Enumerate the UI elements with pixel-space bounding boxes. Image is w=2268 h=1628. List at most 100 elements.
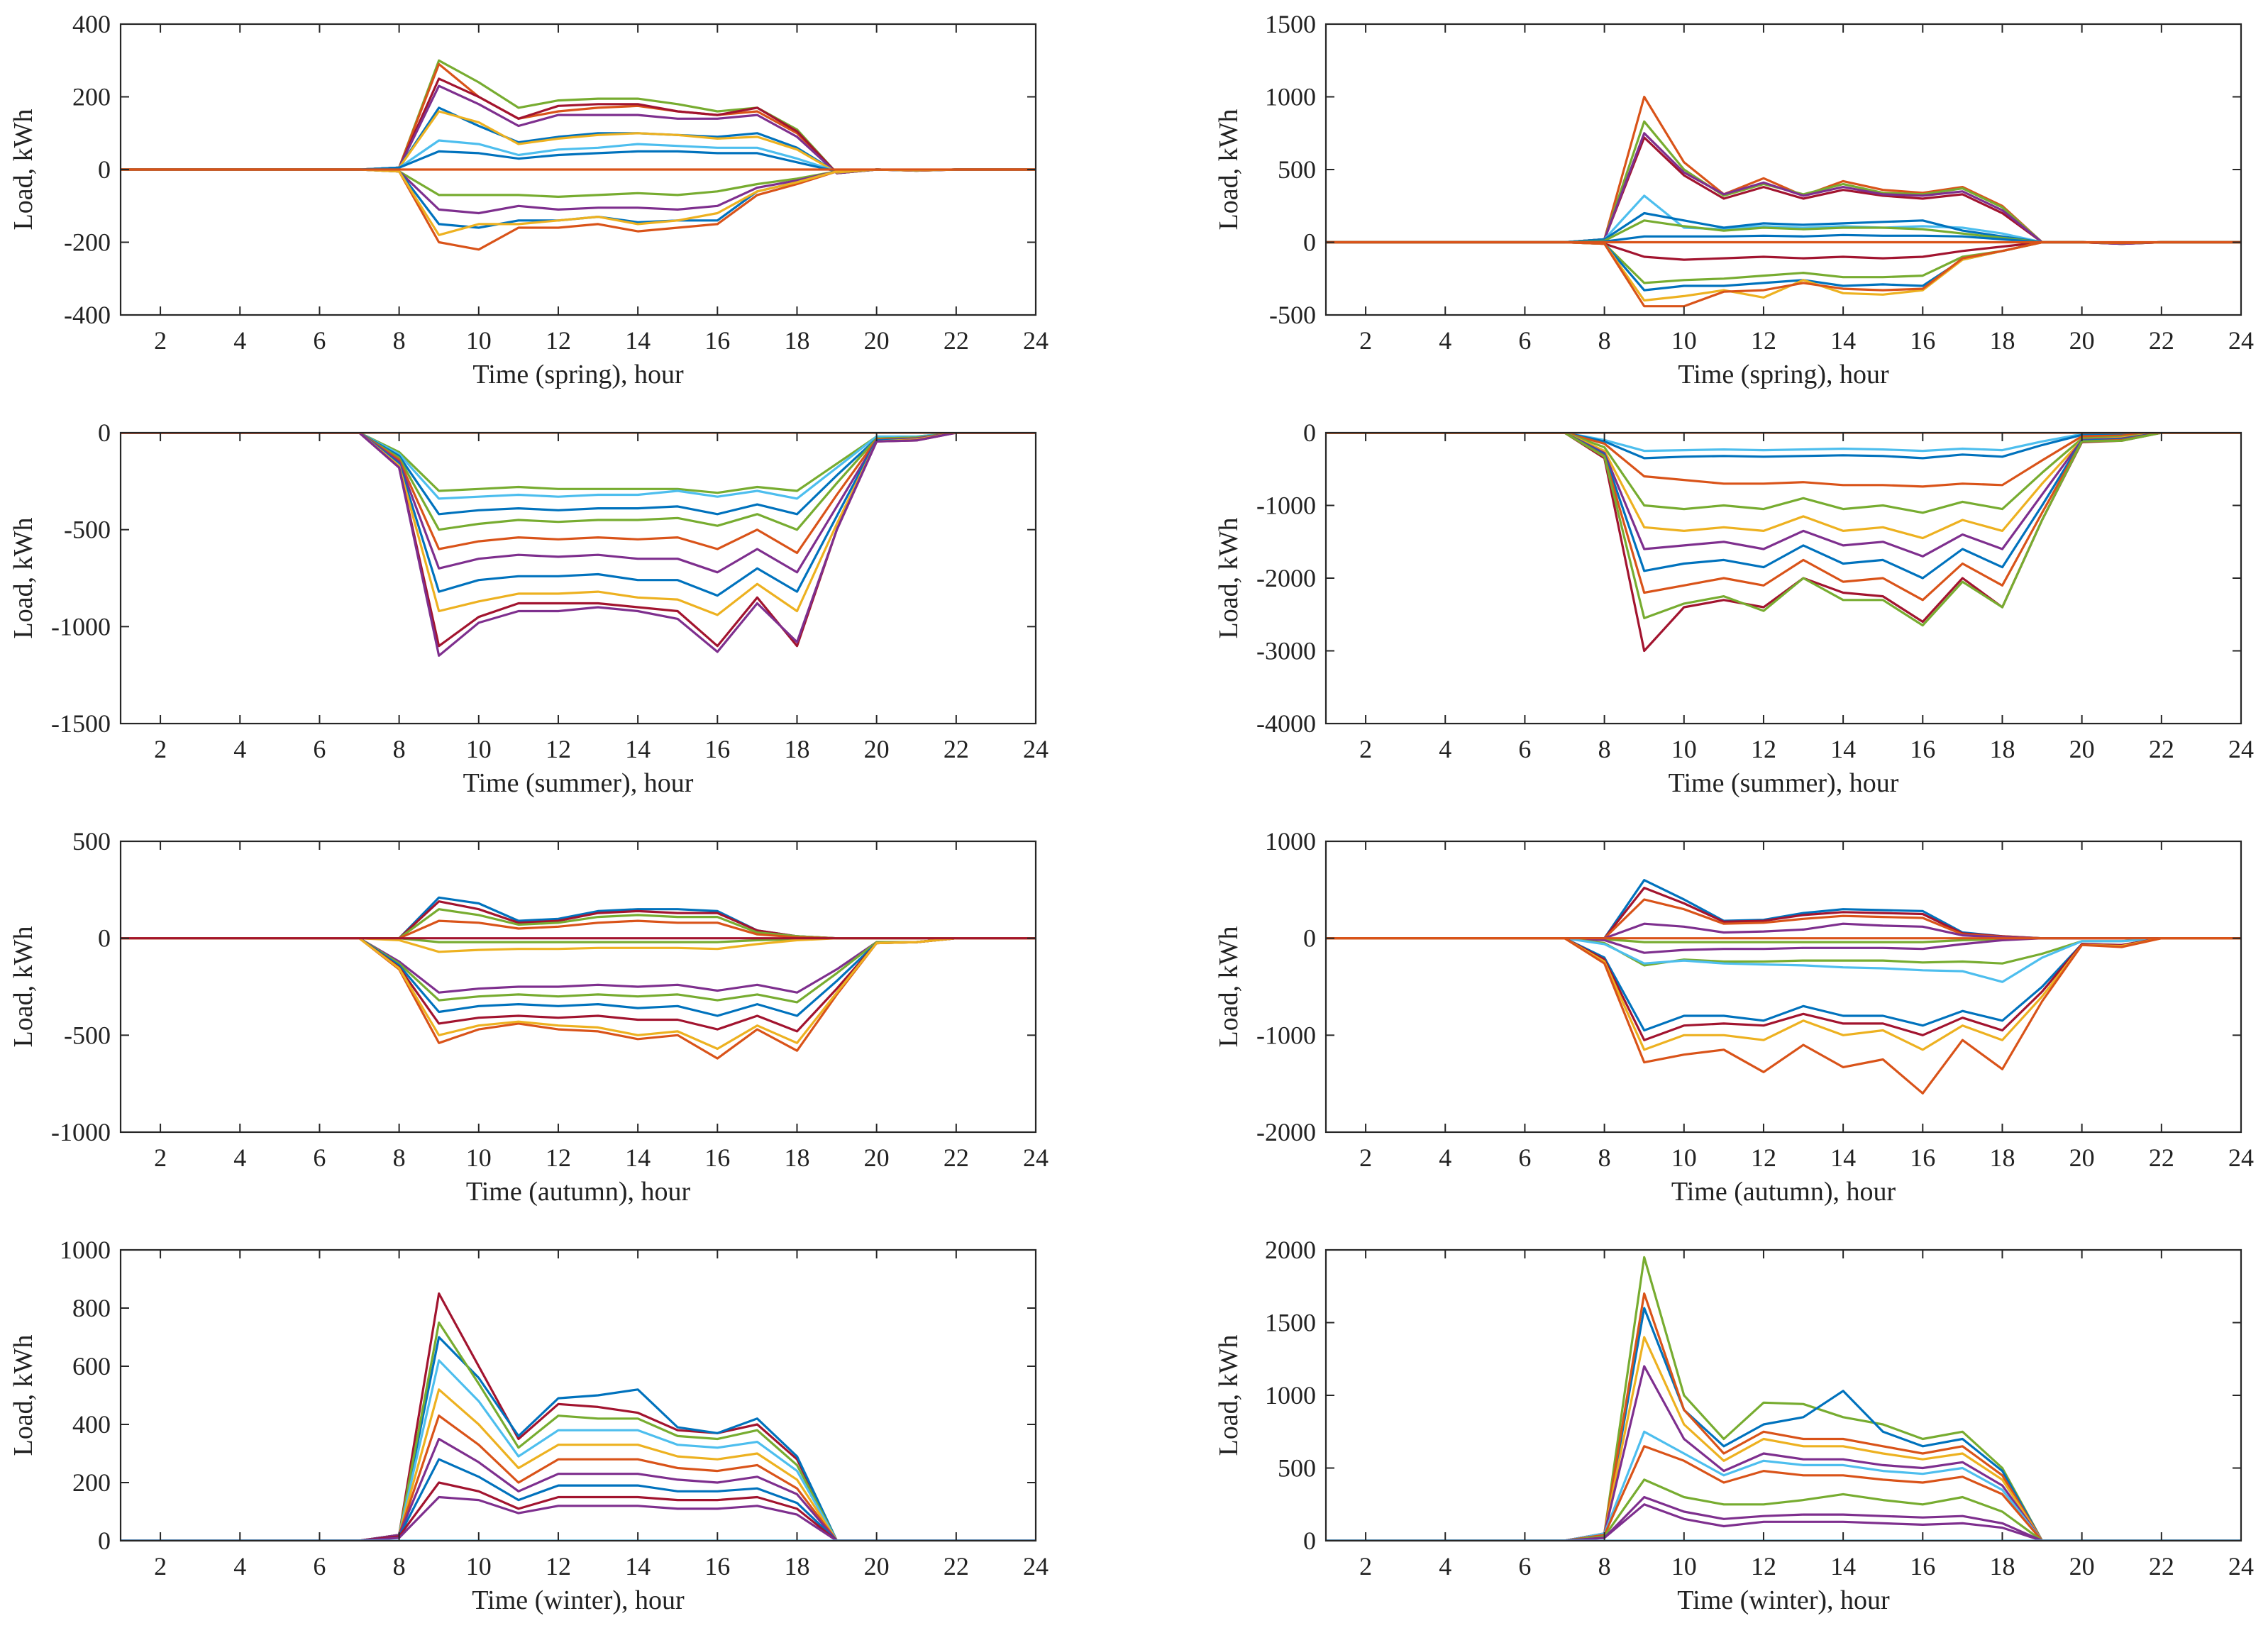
series-line-4 [1326,922,2241,940]
series-line-7 [1326,1445,2241,1541]
x-tick-label: 24 [2228,1144,2254,1172]
series-line-6 [1326,1430,2241,1541]
x-tick-label: 24 [1023,1144,1049,1172]
y-tick-label: -500 [64,1021,111,1049]
y-tick-label: 0 [1303,228,1316,257]
x-tick-label: 16 [704,735,730,763]
x-tick-label: 6 [313,1552,326,1580]
series-line-1 [1326,95,2241,245]
y-tick-label: 0 [98,419,111,447]
series-line-4 [121,1359,1036,1541]
x-tick-label: 14 [625,735,651,763]
y-tick-label: 1000 [1265,827,1316,855]
y-tick-label: -4000 [1256,709,1316,738]
y-tick-label: 0 [1303,1527,1316,1555]
x-tick-label: 8 [393,1144,406,1172]
x-tick-label: 20 [864,326,890,355]
x-tick-label: 18 [1989,735,2015,763]
y-tick-label: -1000 [51,1118,111,1146]
y-axis-label: Load, kWh [9,1335,38,1456]
x-tick-label: 10 [1671,1552,1697,1580]
y-tick-label: -2000 [1256,1118,1316,1146]
x-tick-label: 8 [1598,1144,1611,1172]
x-tick-label: 24 [2228,1552,2254,1580]
series-line-1 [121,1292,1036,1541]
y-tick-label: 500 [1278,155,1316,184]
x-tick-label: 4 [233,735,246,763]
x-tick-label: 6 [313,326,326,355]
x-axis-label: Time (spring), hour [472,360,684,389]
axes-box [1324,1248,2242,1542]
x-tick-label: 4 [233,326,246,355]
series-line-1 [121,59,1036,175]
y-axis-label: Load, kWh [9,109,38,231]
x-axis-label: Time (autumn), hour [466,1177,691,1207]
x-tick-label: 12 [1751,1144,1776,1172]
y-tick-label: 600 [72,1352,111,1380]
series-group [121,896,1036,1060]
x-tick-label: 20 [864,1144,890,1172]
x-tick-label: 24 [1023,1552,1049,1580]
y-tick-label: 0 [98,155,111,184]
x-tick-label: 12 [546,1552,571,1580]
series-line-2 [121,1336,1036,1541]
x-tick-label: 16 [704,1552,730,1580]
series-line-6 [121,937,1036,953]
y-tick-label: 800 [72,1294,111,1322]
x-tick-label: 12 [1751,735,1776,763]
x-tick-label: 2 [154,1552,167,1580]
axes-box [119,431,1037,725]
x-tick-label: 6 [1518,1552,1531,1580]
x-tick-label: 6 [1518,326,1531,355]
series-line-2 [1326,1307,2241,1541]
y-tick-label: 0 [1303,419,1316,447]
x-tick-label: 4 [1439,1144,1451,1172]
x-tick-label: 16 [704,1144,730,1172]
x-tick-label: 8 [1598,735,1611,763]
x-tick-label: 18 [784,1144,809,1172]
x-tick-label: 2 [1359,1552,1372,1580]
series-line-3 [121,433,1036,516]
x-tick-label: 20 [864,1552,890,1580]
x-tick-label: 24 [1023,326,1049,355]
x-tick-label: 12 [546,326,571,355]
series-line-7 [1326,433,2241,580]
x-tick-label: 22 [944,735,969,763]
subplot-1: 2 4 6 8 10 12 14 16 18 20 22 24-400-2000200400Time … [9,10,1049,389]
y-tick-label: 1000 [60,1236,111,1264]
y-tick-label: 2000 [1265,1236,1316,1264]
x-tick-label: 20 [2069,735,2095,763]
subplot-8: 2 4 6 8 10 12 14 16 18 20 22 240500100015002000Time… [1214,1236,2254,1615]
x-tick-label: 6 [313,735,326,763]
axes-box [1324,431,2242,725]
series-line-12 [121,937,1036,1051]
y-tick-label: -1000 [1256,492,1316,520]
series-line-3 [1326,1292,2241,1541]
subplot-7: 2 4 6 8 10 12 14 16 18 20 22 2402004006008001000Tim… [9,1236,1049,1615]
x-tick-label: 6 [1518,1144,1531,1172]
series-line-3 [121,1321,1036,1541]
x-tick-label: 20 [864,735,890,763]
x-tick-label: 2 [1359,1144,1372,1172]
x-tick-label: 14 [1830,1144,1856,1172]
series-line-5 [1326,433,2241,540]
y-tick-label: -1500 [51,709,111,738]
series-line-10 [1326,240,2241,284]
x-axis-label: Time (autumn), hour [1671,1177,1896,1207]
series-group [1326,95,2241,308]
series-group [1326,1256,2241,1541]
x-tick-label: 10 [1671,326,1697,355]
axes-box [119,1248,1037,1542]
x-axis-label: Time (winter), hour [472,1585,685,1615]
series-line-9 [1326,937,2241,1032]
y-tick-label: 0 [98,924,111,953]
series-line-10 [1326,433,2241,627]
series-line-10 [1326,1503,2241,1541]
y-tick-label: -400 [64,301,111,329]
series-line-2 [121,433,1036,500]
x-tick-label: 22 [2149,735,2174,763]
x-tick-label: 16 [1910,735,1935,763]
x-tick-label: 6 [313,1144,326,1172]
series-line-9 [121,168,1036,198]
